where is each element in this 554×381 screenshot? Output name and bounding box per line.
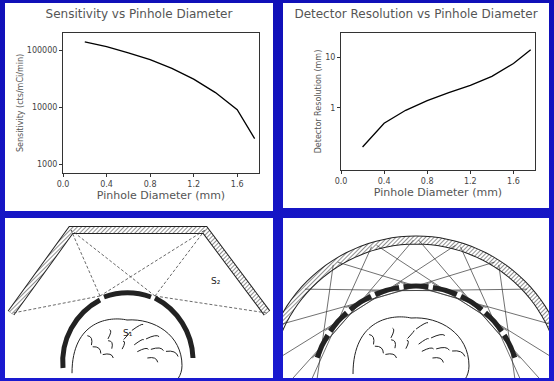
svg-text:0.4: 0.4 [378, 177, 391, 186]
svg-text:Pinhole Diameter (mm): Pinhole Diameter (mm) [97, 189, 225, 202]
svg-text:0.8: 0.8 [421, 177, 434, 186]
svg-text:Detector Resolution vs Pinhole: Detector Resolution vs Pinhole Diameter [294, 7, 537, 21]
svg-text:Sensitivity vs Pinhole Diamete: Sensitivity vs Pinhole Diameter [46, 7, 233, 21]
svg-text:S₂: S₂ [211, 276, 221, 286]
svg-text:1.6: 1.6 [231, 180, 244, 189]
svg-text:1000: 1000 [37, 160, 57, 169]
svg-text:1: 1 [330, 104, 335, 113]
svg-text:Pinhole Diameter (mm): Pinhole Diameter (mm) [374, 186, 502, 199]
svg-text:10: 10 [325, 53, 335, 62]
svg-text:1.2: 1.2 [464, 177, 477, 186]
svg-text:0.4: 0.4 [100, 180, 113, 189]
svg-text:Sensitivity (cts/mCi/min): Sensitivity (cts/mCi/min) [16, 54, 25, 152]
svg-text:0.0: 0.0 [57, 180, 70, 189]
svg-text:100000: 100000 [27, 46, 58, 55]
svg-text:Detector Resolution (mm): Detector Resolution (mm) [314, 50, 323, 154]
svg-text:1.2: 1.2 [187, 180, 200, 189]
svg-text:0.0: 0.0 [335, 177, 348, 186]
svg-text:S₁: S₁ [123, 328, 133, 338]
svg-text:1.6: 1.6 [507, 177, 520, 186]
svg-text:0.8: 0.8 [144, 180, 157, 189]
svg-text:10000: 10000 [32, 103, 57, 112]
